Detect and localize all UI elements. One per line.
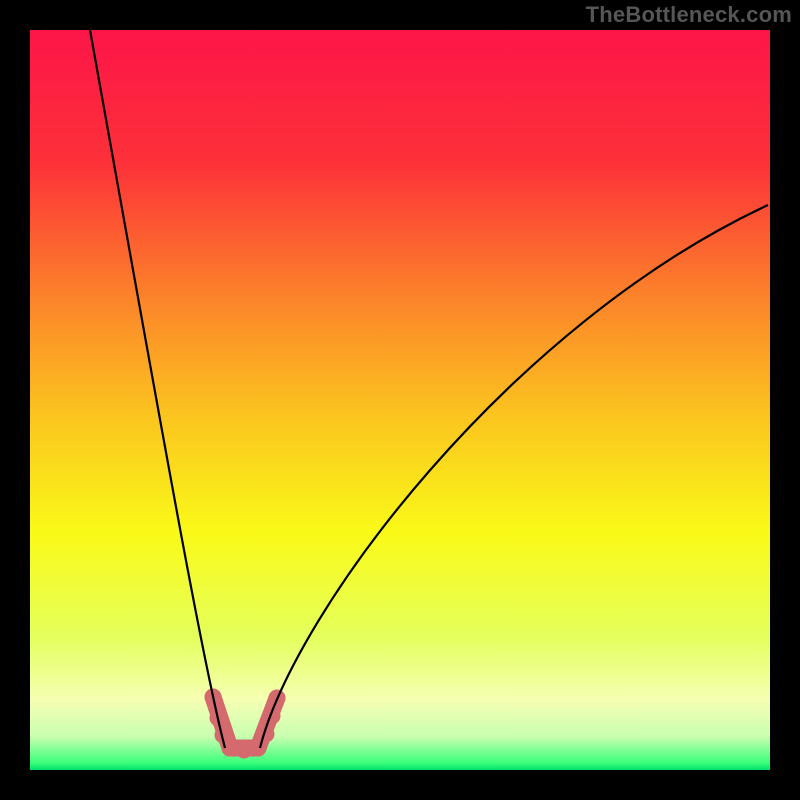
watermark-text: TheBottleneck.com <box>586 2 792 28</box>
bottleneck-chart <box>0 0 800 800</box>
plot-area-gradient <box>30 30 770 770</box>
